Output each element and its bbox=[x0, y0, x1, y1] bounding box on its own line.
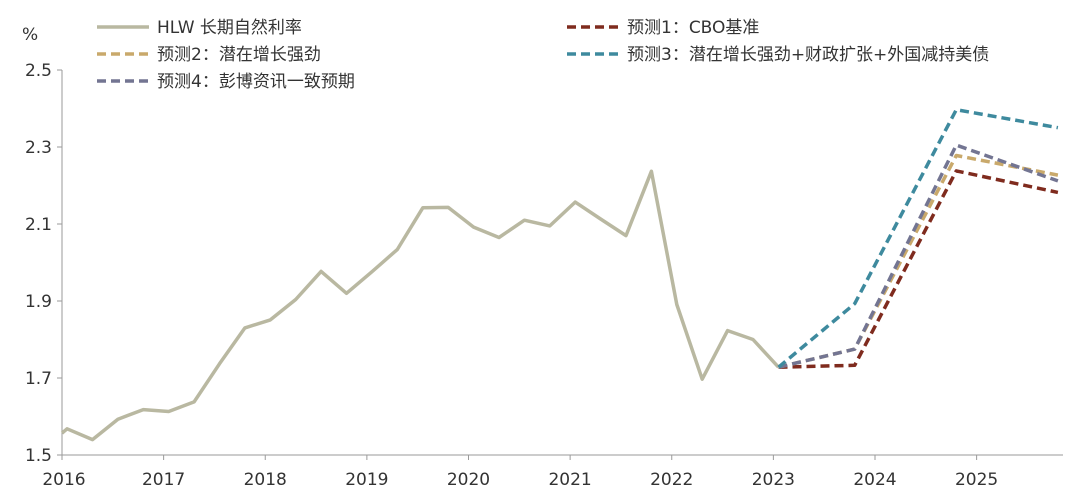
legend-item-3: 预测2：潜在增长强劲 bbox=[97, 45, 321, 65]
legend-label: 预测2：潜在增长强劲 bbox=[157, 45, 321, 65]
legend-label: HLW 长期自然利率 bbox=[157, 18, 302, 38]
x-tick-label: 2023 bbox=[752, 470, 795, 490]
legend-label: 预测1：CBO基准 bbox=[627, 18, 759, 38]
legend-item-4: 预测3：潜在增长强劲+财政扩张+外国减持美债 bbox=[567, 45, 989, 65]
y-axis-ticks: 1.5 1.7 1.9 2.1 2.3 2.5 bbox=[25, 61, 62, 466]
y-tick-label: 1.5 bbox=[25, 446, 52, 466]
y-tick-label: 2.1 bbox=[25, 215, 52, 235]
y-axis-unit-label: % bbox=[22, 25, 38, 45]
x-axis-ticks: 2016 2017 2018 2019 2020 2021 2022 2023 2024 2025 bbox=[42, 455, 998, 490]
legend-label: 预测4：彭博资讯一致预期 bbox=[157, 72, 355, 92]
legend-item-1: HLW 长期自然利率 bbox=[97, 18, 302, 38]
x-tick-label: 2021 bbox=[548, 470, 591, 490]
x-tick-label: 2024 bbox=[853, 470, 896, 490]
y-tick-label: 2.5 bbox=[25, 61, 52, 81]
series-line-2 bbox=[778, 169, 1059, 369]
axes bbox=[61, 70, 1063, 456]
y-tick-label: 1.7 bbox=[25, 369, 52, 389]
x-tick-label: 2022 bbox=[650, 470, 693, 490]
x-tick-label: 2017 bbox=[142, 470, 185, 490]
x-tick-label: 2020 bbox=[447, 470, 490, 490]
series-lines bbox=[60, 107, 1059, 442]
x-tick-label: 2019 bbox=[345, 470, 388, 490]
y-tick-label: 1.9 bbox=[25, 292, 52, 312]
legend-item-5: 预测4：彭博资讯一致预期 bbox=[97, 72, 355, 92]
series-line-4 bbox=[777, 107, 1059, 369]
legend-item-2: 预测1：CBO基准 bbox=[567, 18, 759, 38]
x-tick-label: 2025 bbox=[955, 470, 998, 490]
y-tick-label: 2.3 bbox=[25, 138, 52, 158]
series-line-5 bbox=[778, 143, 1059, 369]
x-tick-label: 2016 bbox=[42, 470, 85, 490]
series-line-1 bbox=[60, 169, 780, 442]
series-line-3 bbox=[778, 153, 1059, 369]
legend-label: 预测3：潜在增长强劲+财政扩张+外国减持美债 bbox=[627, 45, 989, 65]
x-tick-label: 2018 bbox=[244, 470, 287, 490]
